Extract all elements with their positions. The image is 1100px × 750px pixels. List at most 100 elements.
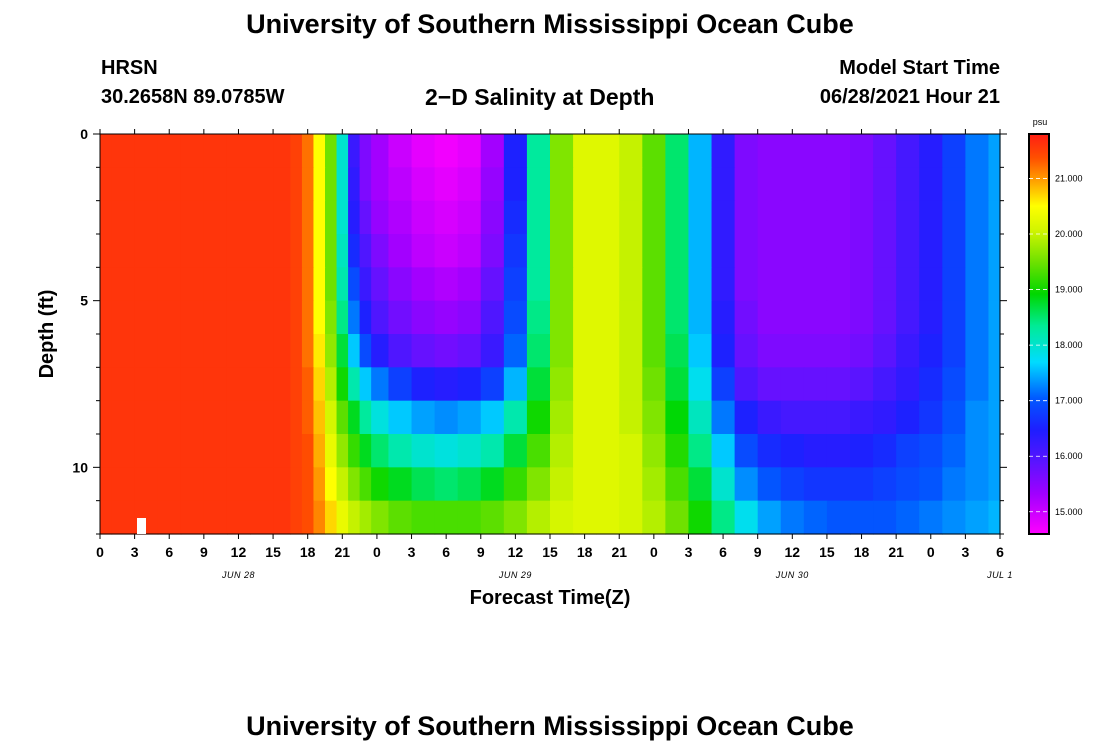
x-tick-label: 18 (577, 544, 593, 560)
heatmap-cell (359, 134, 372, 168)
heatmap-cell (826, 334, 851, 368)
heatmap-cell (180, 334, 205, 368)
heatmap-cell (642, 334, 666, 368)
heatmap-cell (100, 500, 113, 535)
heatmap-cell (503, 434, 528, 468)
heatmap-cell (780, 134, 805, 168)
heatmap-cell (348, 200, 361, 235)
heatmap-cell (503, 400, 528, 435)
heatmap-cell (942, 400, 966, 435)
heatmap-cell (896, 134, 920, 168)
heatmap-cell (301, 434, 315, 468)
heatmap-cell (734, 300, 759, 335)
heatmap-cell (111, 400, 136, 435)
heatmap-cell (157, 434, 182, 468)
heatmap-cell (642, 167, 666, 202)
heatmap-cell (290, 200, 303, 235)
heatmap-cell (359, 300, 372, 335)
heatmap-cell (180, 234, 205, 268)
heatmap-cell (226, 167, 251, 202)
heatmap-cell (780, 500, 805, 535)
heatmap-cell (526, 467, 551, 502)
heatmap-cell (457, 134, 482, 168)
heatmap-cell (226, 300, 251, 335)
heatmap-cell (619, 300, 643, 335)
heatmap-cell (226, 334, 251, 368)
heatmap-cell (942, 334, 966, 368)
heatmap-cell (850, 267, 874, 302)
heatmap-cell (290, 400, 303, 435)
heatmap-cell (157, 167, 182, 202)
heatmap-cell (711, 467, 736, 502)
heatmap-cell (573, 234, 597, 268)
heatmap-cell (757, 267, 782, 302)
heatmap-cell (919, 200, 943, 235)
heatmap-cell (803, 334, 828, 368)
heatmap-cell (988, 300, 1001, 335)
heatmap-cell (665, 467, 690, 502)
heatmap-cell (734, 200, 759, 235)
colorbar-tick-label: 15.000 (1055, 507, 1083, 517)
heatmap-cell (734, 434, 759, 468)
heatmap-cell (359, 467, 372, 502)
heatmap-cell (273, 434, 291, 468)
heatmap-cell (919, 234, 943, 268)
heatmap-cell (480, 400, 505, 435)
model-start-label: Model Start Time (839, 57, 1000, 79)
heatmap-cell (965, 167, 990, 202)
heatmap-cell (134, 200, 159, 235)
heatmap-cell (965, 334, 990, 368)
heatmap-cell (688, 334, 713, 368)
heatmap-cell (134, 367, 159, 402)
heatmap-cell (734, 234, 759, 268)
heatmap-cell (411, 267, 436, 302)
heatmap-cell (711, 334, 736, 368)
heatmap-cell (896, 334, 920, 368)
x-tick-label: 18 (300, 544, 316, 560)
heatmap-cell (111, 300, 136, 335)
heatmap-cell (873, 300, 897, 335)
heatmap-cell (457, 234, 482, 268)
heatmap-cell (826, 267, 851, 302)
heatmap-cell (134, 267, 159, 302)
heatmap-cell (411, 234, 436, 268)
heatmap-cell (803, 200, 828, 235)
heatmap-cell (371, 267, 390, 302)
colorbar-ticks: 15.000 16.000 17.000 18.000 19.000 20.000 21.0… (1029, 173, 1083, 517)
heatmap-cell (157, 300, 182, 335)
data-gap-marker (137, 518, 146, 534)
heatmap-cell (157, 134, 182, 168)
heatmap-cell (134, 334, 159, 368)
heatmap-cell (642, 400, 666, 435)
heatmap-cell (573, 300, 597, 335)
heatmap-cell (388, 267, 413, 302)
heatmap-cell (919, 400, 943, 435)
heatmap-cell (336, 334, 349, 368)
heatmap-cell (873, 167, 897, 202)
heatmap-cell (290, 167, 303, 202)
heatmap-cell (388, 367, 413, 402)
heatmap-cell (526, 300, 551, 335)
heatmap-cell (157, 500, 182, 535)
heatmap-cell (596, 167, 620, 202)
colorbar-tick-label: 21.000 (1055, 173, 1083, 183)
heatmap-cell (203, 500, 228, 535)
heatmap-cell (688, 267, 713, 302)
heatmap-cell (371, 434, 390, 468)
heatmap-cell (573, 400, 597, 435)
model-start-value: 06/28/2021 Hour 21 (819, 86, 1000, 108)
heatmap-cell (111, 500, 136, 535)
heatmap-cell (596, 267, 620, 302)
heatmap-cell (803, 167, 828, 202)
heatmap-cell (873, 234, 897, 268)
heatmap-cell (550, 434, 574, 468)
heatmap-cell (273, 200, 291, 235)
heatmap-cell (550, 300, 574, 335)
heatmap-cell (388, 200, 413, 235)
heatmap-cell (873, 434, 897, 468)
heatmap-cell (642, 267, 666, 302)
heatmap-cell (665, 300, 690, 335)
heatmap-cell (180, 134, 205, 168)
heatmap-cell (348, 300, 361, 335)
heatmap-cell (942, 500, 966, 535)
